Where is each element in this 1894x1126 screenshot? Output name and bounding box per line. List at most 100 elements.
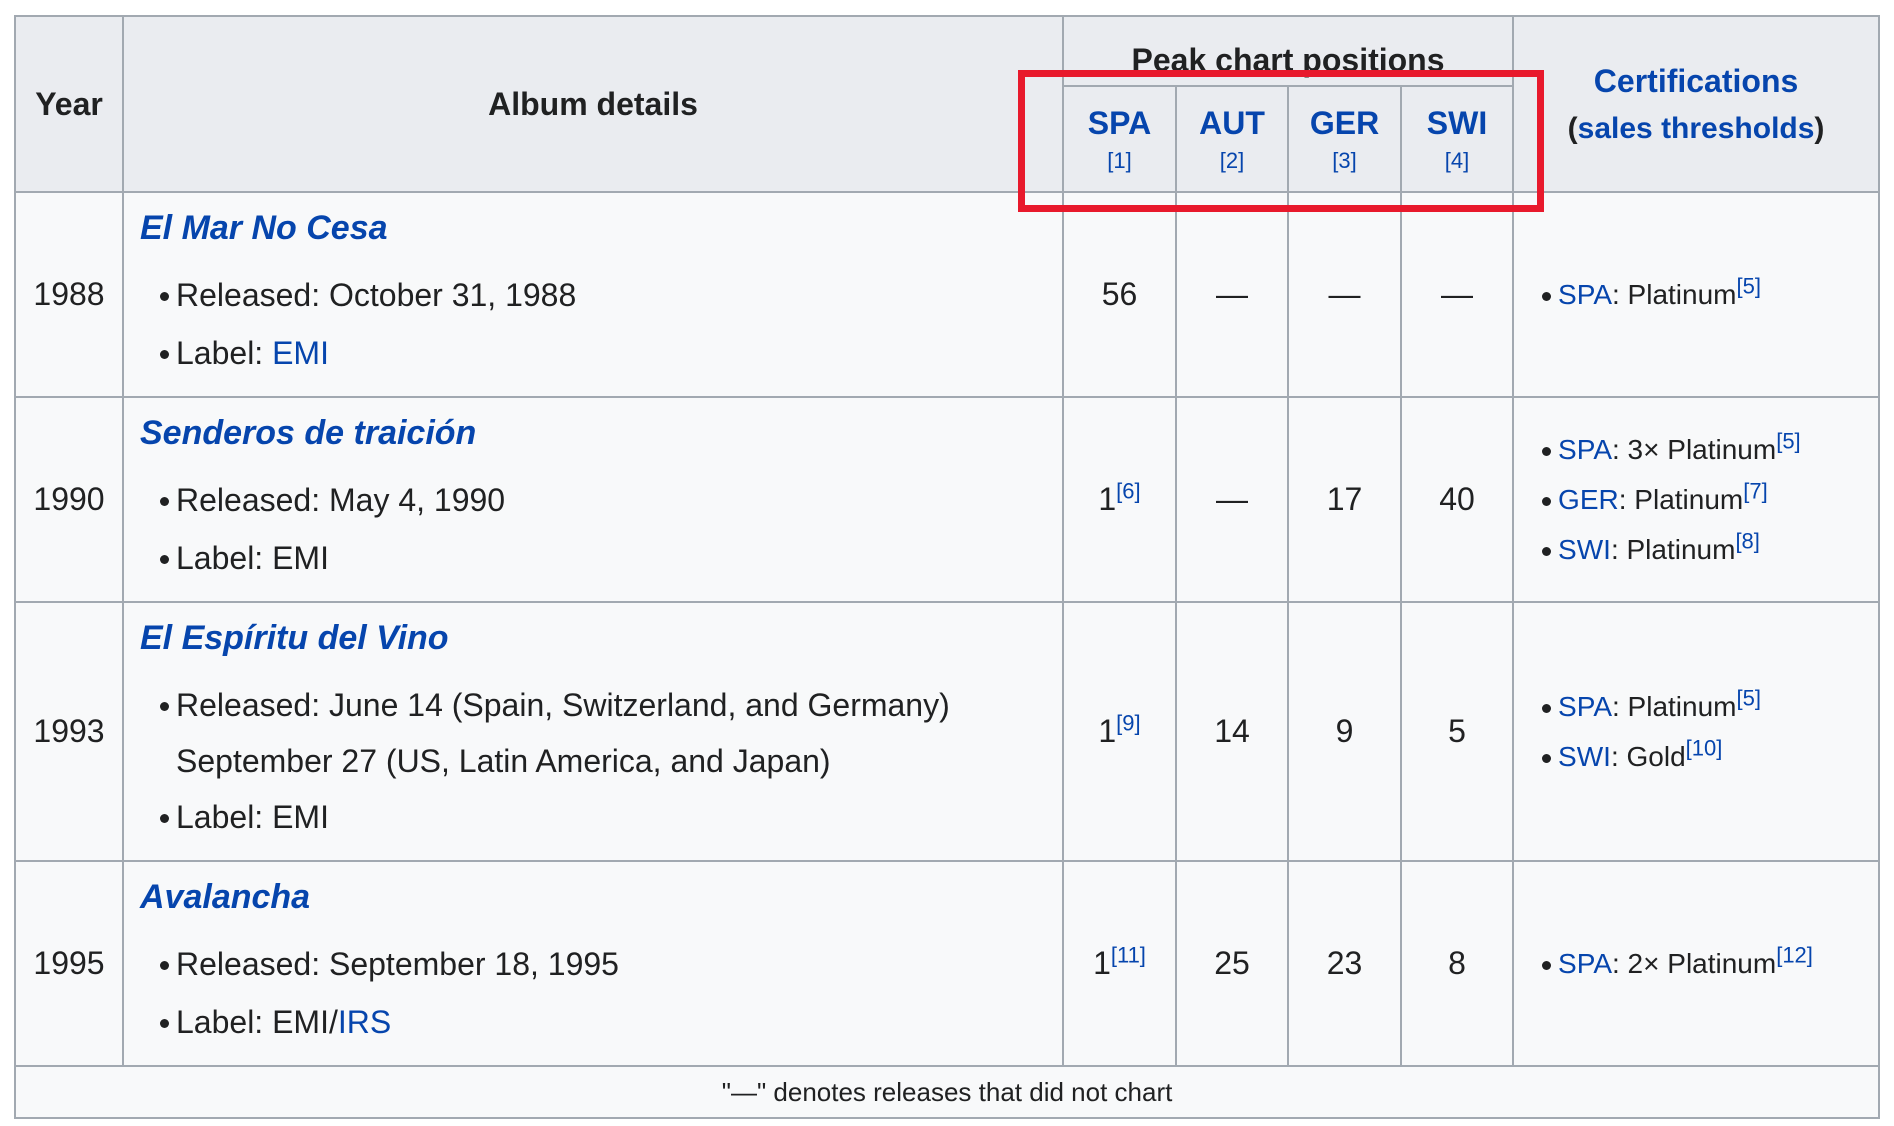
label-item: Label: EMI [160, 324, 1048, 382]
cert-level: : Platinum [1612, 690, 1737, 722]
position-value: 1 [1098, 713, 1117, 749]
chart-position-spa: 56 [1062, 191, 1177, 398]
certification-item: SPA: Platinum[5] [1542, 270, 1878, 320]
certification-item: SPA: Platinum[5] [1542, 682, 1878, 732]
cert-level: : Platinum [1618, 483, 1744, 515]
cert-country-link[interactable]: SPA [1558, 690, 1612, 722]
reference-link[interactable]: [9] [1116, 710, 1141, 736]
album-title-link[interactable]: El Espíritu del Vino [140, 619, 449, 657]
chart-footnote: "—" denotes releases that did not chart [13, 1065, 1881, 1119]
chart-position-swi: — [1399, 191, 1515, 398]
country-link[interactable]: SPA [1087, 104, 1152, 141]
country-link[interactable]: SWI [1426, 104, 1488, 141]
certification-item: SPA: 2× Platinum[12] [1542, 939, 1878, 989]
chart-position-aut: 25 [1175, 860, 1289, 1067]
album-details-cell: Senderos de traición Released: May 4, 199… [122, 396, 1064, 603]
header-country-aut: AUT [2] [1175, 85, 1289, 193]
year-cell: 1995 [14, 860, 124, 1067]
album-details-cell: El Mar No Cesa Released: October 31, 1988… [122, 191, 1064, 398]
label-name: EMI/ [272, 1004, 338, 1040]
header-certifications: Certifications (sales thresholds) [1512, 15, 1881, 193]
released-continued: September 27 (US, Latin America, and Jap… [176, 734, 1048, 788]
reference-link[interactable]: [3] [1332, 147, 1357, 173]
header-country-swi: SWI [4] [1399, 85, 1515, 193]
reference-link[interactable]: [11] [1110, 942, 1146, 968]
country-link[interactable]: AUT [1199, 104, 1265, 141]
country-link[interactable]: GER [1309, 104, 1380, 141]
reference-link[interactable]: [12] [1776, 942, 1813, 968]
label-link[interactable]: EMI [272, 335, 329, 371]
cert-level: : 2× Platinum [1612, 947, 1777, 979]
header-album-details: Album details [122, 15, 1064, 193]
cert-level: : 3× Platinum [1612, 433, 1777, 465]
table-row: 1995 Avalancha Released: September 18, 199… [14, 860, 1881, 1067]
reference-link[interactable]: [5] [1736, 685, 1761, 711]
open-paren: ( [1567, 111, 1578, 145]
label-label: Label: [176, 335, 273, 371]
reference-link[interactable]: [10] [1685, 735, 1723, 761]
reference-link[interactable]: [1] [1107, 147, 1132, 173]
close-paren: ) [1814, 111, 1825, 145]
position-value: — [1328, 276, 1361, 312]
cert-country-link[interactable]: GER [1558, 483, 1619, 515]
released-item: Released: October 31, 1988 [160, 266, 1048, 324]
reference-link[interactable]: [7] [1743, 478, 1768, 504]
chart-position-ger: 9 [1287, 601, 1402, 862]
certifications-list: SPA: Platinum[5] [1542, 270, 1878, 320]
reference-link[interactable]: [8] [1735, 528, 1760, 554]
label-name: EMI [272, 799, 329, 835]
position-value: — [1441, 276, 1474, 312]
position-value: 23 [1326, 945, 1363, 981]
album-details-cell: El Espíritu del Vino Released: June 14 (S… [122, 601, 1064, 862]
released-date: October 31, 1988 [328, 277, 577, 313]
released-label: Released: [176, 946, 329, 982]
reference-link[interactable]: [5] [1736, 273, 1761, 299]
album-title-link[interactable]: Avalancha [140, 878, 311, 916]
album-info-list: Released: September 18, 1995 Label: EMI/I… [138, 935, 1048, 1051]
certification-item: SWI: Gold[10] [1542, 732, 1878, 782]
chart-position-swi: 8 [1399, 860, 1515, 1067]
cert-country-link[interactable]: SWI [1558, 533, 1611, 565]
label-item: Label: EMI [160, 788, 1048, 846]
year-cell: 1988 [14, 191, 124, 398]
position-value: 1 [1098, 481, 1117, 517]
reference-link[interactable]: [6] [1116, 478, 1141, 504]
cert-country-link[interactable]: SPA [1558, 278, 1612, 310]
label-label: Label: [176, 799, 273, 835]
cert-country-link[interactable]: SWI [1558, 740, 1611, 772]
chart-position-swi: 5 [1399, 601, 1515, 862]
chart-position-aut: — [1175, 191, 1289, 398]
album-title-link[interactable]: Senderos de traición [140, 414, 477, 452]
album-info-list: Released: October 31, 1988 Label: EMI [138, 266, 1048, 382]
position-value: 17 [1326, 481, 1363, 517]
label-label: Label: [176, 540, 273, 576]
reference-link[interactable]: [2] [1219, 147, 1245, 173]
position-value: — [1216, 276, 1248, 312]
released-item: Released: June 14 (Spain, Switzerland, a… [160, 676, 1048, 734]
released-label: Released: [176, 482, 329, 518]
certifications-cell: SPA: Platinum[5] SWI: Gold[10] [1512, 601, 1881, 862]
cert-country-link[interactable]: SPA [1558, 433, 1612, 465]
sales-thresholds-link[interactable]: sales thresholds [1577, 111, 1815, 145]
certifications-cell: SPA: Platinum[5] [1512, 191, 1881, 398]
position-value: 1 [1093, 945, 1111, 981]
label-link[interactable]: IRS [337, 1004, 392, 1040]
certifications-link[interactable]: Certifications [1593, 62, 1799, 99]
cert-country-link[interactable]: SPA [1558, 947, 1612, 979]
album-info-list: Released: June 14 (Spain, Switzerland, a… [138, 676, 1048, 846]
position-value: 8 [1448, 945, 1466, 981]
chart-position-ger: 17 [1287, 396, 1402, 603]
album-info-list: Released: May 4, 1990 Label: EMI [138, 471, 1048, 587]
label-item: Label: EMI [160, 529, 1048, 587]
reference-link[interactable]: [4] [1444, 147, 1470, 173]
released-date: June 14 (Spain, Switzerland, and Germany… [328, 687, 950, 723]
header-country-spa: SPA [1] [1062, 85, 1177, 193]
certifications-cell: SPA: 2× Platinum[12] [1512, 860, 1881, 1067]
header-year: Year [14, 15, 124, 193]
label-name: EMI [272, 540, 329, 576]
position-value: 56 [1101, 276, 1138, 312]
reference-link[interactable]: [5] [1776, 428, 1801, 454]
released-item: Released: May 4, 1990 [160, 471, 1048, 529]
position-value: 9 [1335, 713, 1354, 749]
album-title-link[interactable]: El Mar No Cesa [140, 209, 388, 247]
